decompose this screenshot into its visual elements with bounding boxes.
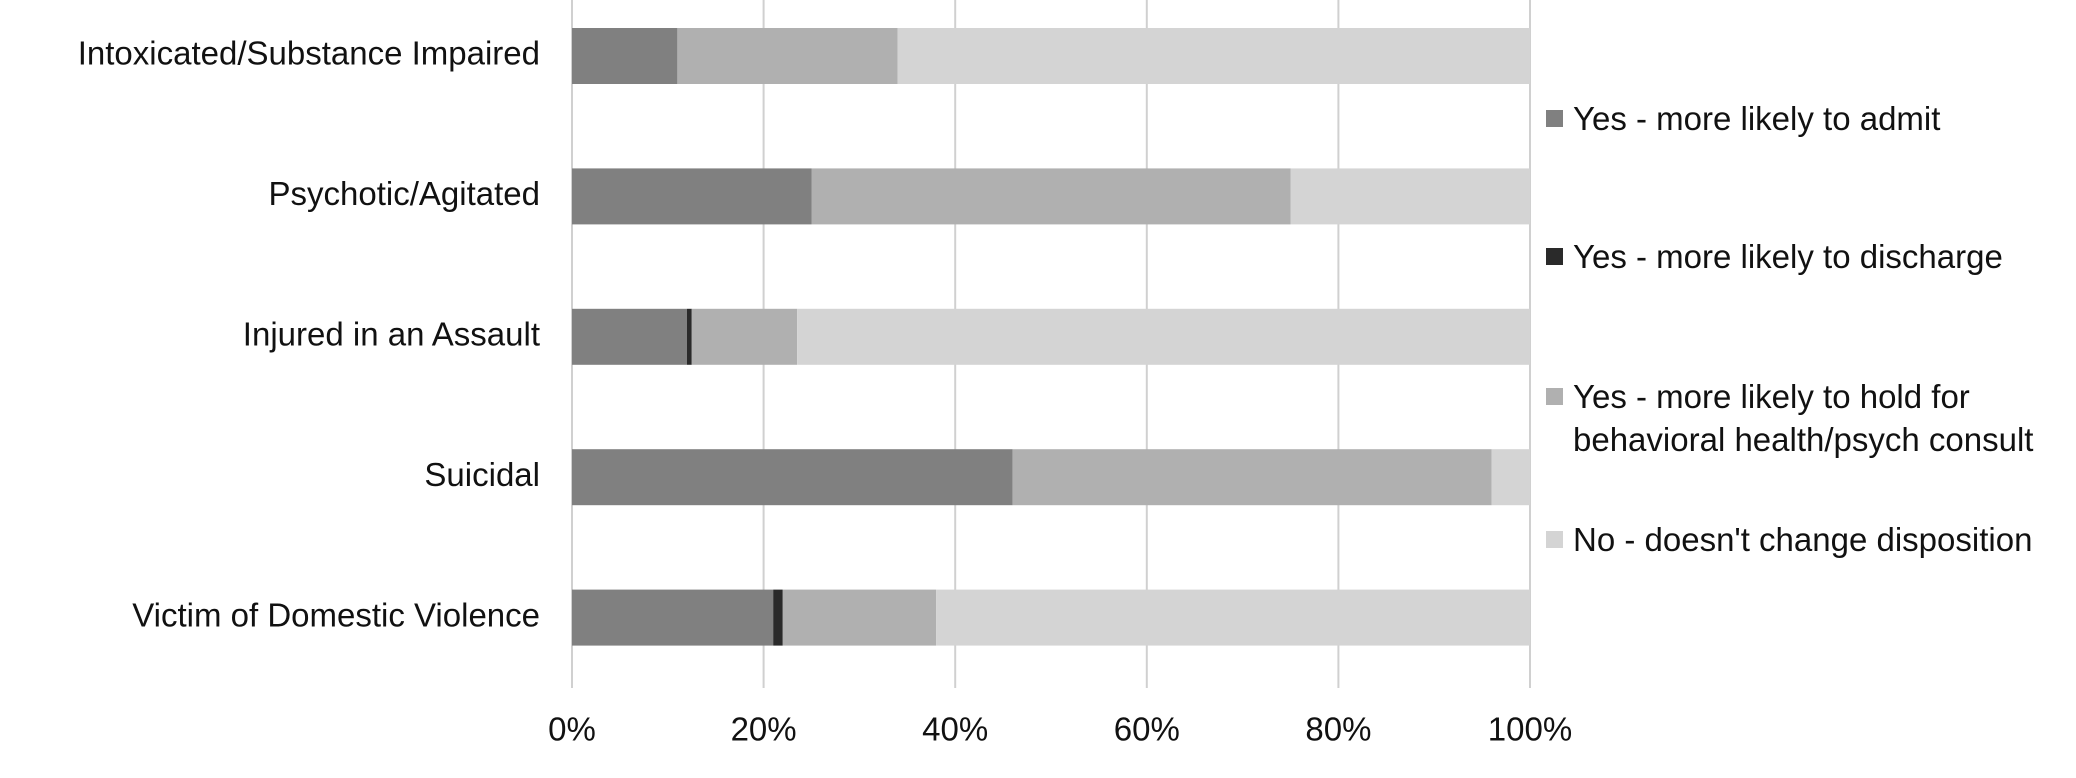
legend-item: No - doesn't change disposition	[1546, 518, 2066, 561]
legend-swatch	[1546, 110, 1563, 127]
legend-item: Yes - more likely to discharge	[1546, 235, 2066, 278]
bar-segment	[572, 449, 1013, 506]
legend-swatch	[1546, 388, 1563, 405]
bar-segment	[572, 308, 687, 365]
bar-segment	[572, 28, 678, 84]
bar-segment	[797, 308, 1530, 365]
x-tick-label: 80%	[1305, 711, 1371, 748]
bar-segment	[936, 589, 1530, 646]
y-tick-label: Victim of Domestic Violence	[132, 596, 540, 633]
bar-segment	[1290, 168, 1530, 225]
legend-label: No - doesn't change disposition	[1573, 521, 2033, 558]
y-tick-label: Intoxicated/Substance Impaired	[78, 35, 540, 72]
x-tick-label: 20%	[731, 711, 797, 748]
x-tick-label: 40%	[922, 711, 988, 748]
bar-segment	[897, 28, 1530, 84]
bar-segment	[1012, 449, 1492, 506]
bar-segment	[572, 589, 774, 646]
x-tick-label: 100%	[1488, 711, 1572, 748]
y-tick-label: Psychotic/Agitated	[269, 175, 540, 212]
bar-segment	[782, 589, 937, 646]
bar-segment	[1491, 449, 1530, 506]
legend-label: Yes - more likely to hold for behavioral…	[1573, 378, 2034, 458]
legend-item: Yes - more likely to admit	[1546, 97, 2066, 140]
y-tick-label: Suicidal	[424, 456, 540, 493]
bar-segment	[686, 308, 692, 365]
x-tick-label: 0%	[548, 711, 596, 748]
bar-segment	[691, 308, 798, 365]
legend-swatch	[1546, 248, 1563, 265]
y-tick-label: Injured in an Assault	[243, 316, 540, 353]
legend-item: Yes - more likely to hold for behavioral…	[1546, 375, 2066, 461]
x-tick-label: 60%	[1114, 711, 1180, 748]
bar-segment	[677, 28, 898, 84]
bar-segment	[572, 168, 812, 225]
legend-label: Yes - more likely to discharge	[1573, 238, 2003, 275]
legend-swatch	[1546, 531, 1563, 548]
bar-segment	[811, 168, 1291, 225]
bar-segment	[773, 589, 783, 646]
legend-label: Yes - more likely to admit	[1573, 100, 1941, 137]
